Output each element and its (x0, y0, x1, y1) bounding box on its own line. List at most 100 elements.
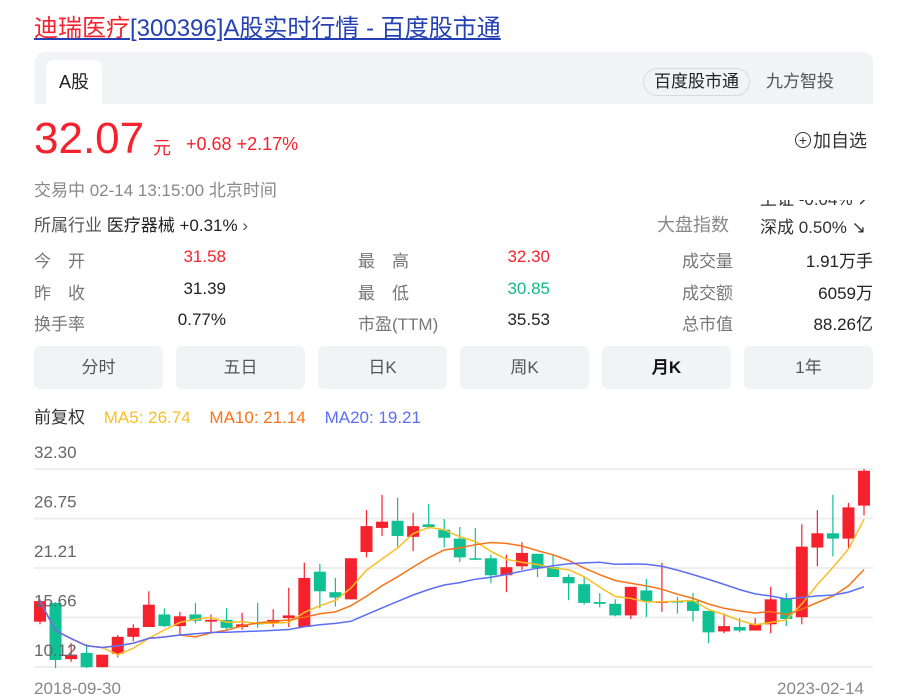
stat-label: 总市值 (682, 315, 733, 334)
change-value: +0.68 (186, 134, 232, 154)
ma5-line (39, 518, 865, 656)
ma20-line (39, 561, 865, 649)
stat-label: 昨 收 (34, 284, 85, 303)
x-end-label: 2023-02-14 (777, 679, 864, 698)
price-unit: 元 (153, 138, 171, 158)
market-index-ticker[interactable]: 上证 -0.04% ↗ 深成 0.50% ↘ (760, 200, 874, 242)
stat-label: 成交量 (682, 252, 733, 271)
candle-body (547, 567, 560, 578)
candle-body (578, 584, 591, 603)
candle-body (858, 470, 870, 506)
stat-value: 0.77% (177, 310, 226, 329)
market-index-sh: 上证 -0.04% ↗ (760, 200, 874, 214)
period-tab[interactable]: 五日 (176, 346, 305, 389)
candle-body (500, 567, 513, 576)
candle-body (329, 592, 342, 598)
candle-body (422, 524, 435, 528)
candle-body (282, 615, 295, 619)
plus-circle-icon: + (795, 132, 811, 148)
tab-a-share[interactable]: A股 (46, 60, 102, 104)
stat-value: 6059万 (818, 284, 873, 303)
candle-body (593, 602, 606, 604)
ma5-legend: MA5: 26.74 (103, 408, 191, 427)
candle-body (158, 614, 171, 627)
candle-body (826, 533, 839, 539)
candle-body (718, 626, 731, 632)
change-percent: +2.17% (236, 134, 299, 154)
stat-label: 最 低 (358, 284, 409, 303)
period-tab[interactable]: 分时 (34, 346, 163, 389)
candle-body (96, 654, 109, 668)
candle-body (484, 558, 497, 576)
industry-link[interactable]: 所属行业 医疗器械 +0.31% › (34, 211, 248, 236)
y-tick-label: 10.12 (34, 641, 77, 660)
candle-body (515, 552, 528, 567)
candle-body (749, 624, 762, 631)
stat-value: 30.85 (507, 279, 550, 298)
stat-value: 88.26亿 (813, 315, 873, 334)
candle-body (205, 619, 218, 622)
adjust-mode[interactable]: 前复权 (34, 408, 85, 427)
y-tick-label: 21.21 (34, 542, 77, 561)
ma10-legend: MA10: 21.14 (209, 408, 306, 427)
price-change: +0.68 +2.17% (186, 134, 298, 155)
industry-label: 所属行业 (34, 216, 102, 235)
stat-label: 最 高 (358, 252, 409, 271)
candle-body (842, 507, 855, 539)
candle-body (624, 586, 637, 616)
title-rest: [300396]A股实时行情 - 百度股市通 (130, 15, 501, 42)
candle-body (438, 529, 451, 538)
candle-body (80, 652, 93, 668)
period-tab[interactable]: 1年 (744, 346, 873, 389)
candle-body (702, 610, 715, 633)
stat-value: 35.53 (507, 310, 550, 329)
stat-value: 32.30 (507, 247, 550, 266)
ma10-line (39, 541, 865, 649)
ma20-legend: MA20: 19.21 (324, 408, 421, 427)
source-jiufang[interactable]: 九方智投 (766, 72, 834, 91)
candle-body (562, 577, 575, 584)
current-price: 32.07 (34, 114, 145, 163)
trading-status: 交易中 02-14 13:15:00 北京时间 (34, 181, 277, 200)
stat-label: 市盈(TTM) (358, 315, 439, 334)
ma-legend: 前复权 MA5: 26.74 MA10: 21.14 MA20: 19.21 (34, 403, 435, 428)
x-start-label: 2018-09-30 (34, 679, 121, 698)
candle-body (344, 558, 357, 600)
add-watchlist-button[interactable]: + 加自选 (795, 127, 867, 153)
candle-body (686, 601, 699, 611)
candle-body (469, 558, 482, 560)
add-watchlist-label: 加自选 (813, 131, 867, 151)
y-tick-label: 32.30 (34, 443, 77, 462)
candle-body (811, 533, 824, 548)
candle-body (298, 577, 311, 628)
candle-body (127, 627, 140, 637)
industry-value: 医疗器械 +0.31% (106, 216, 238, 235)
chevron-right-icon: › (242, 216, 248, 235)
candle-body (407, 526, 420, 537)
period-tab[interactable]: 日K (318, 346, 447, 389)
candle-body (376, 521, 389, 528)
stock-name: 迪瑞医疗 (34, 15, 130, 42)
page-title-link[interactable]: 迪瑞医疗[300396]A股实时行情 - 百度股市通 (34, 8, 501, 43)
period-tab[interactable]: 周K (460, 346, 589, 389)
candle-body (360, 526, 373, 553)
market-index-label: 大盘指数 (657, 215, 729, 235)
candle-body (142, 604, 155, 628)
candle-body (391, 520, 404, 536)
y-tick-label: 26.75 (34, 493, 77, 512)
source-pill-baidu[interactable]: 百度股市通 (643, 68, 750, 96)
market-index-sz: 深成 0.50% ↘ (760, 218, 866, 237)
candle-body (220, 619, 233, 628)
candle-body (609, 603, 622, 616)
candle-body (65, 654, 78, 660)
candle-body (313, 571, 326, 592)
stat-value: 31.39 (183, 279, 226, 298)
stat-label: 今 开 (34, 252, 85, 271)
candle-body (49, 602, 62, 661)
candle-body (189, 614, 202, 621)
period-tab[interactable]: 月K (602, 346, 731, 389)
candle-body (173, 616, 186, 627)
stat-label: 换手率 (34, 315, 85, 334)
y-tick-label: 15.66 (34, 592, 77, 611)
